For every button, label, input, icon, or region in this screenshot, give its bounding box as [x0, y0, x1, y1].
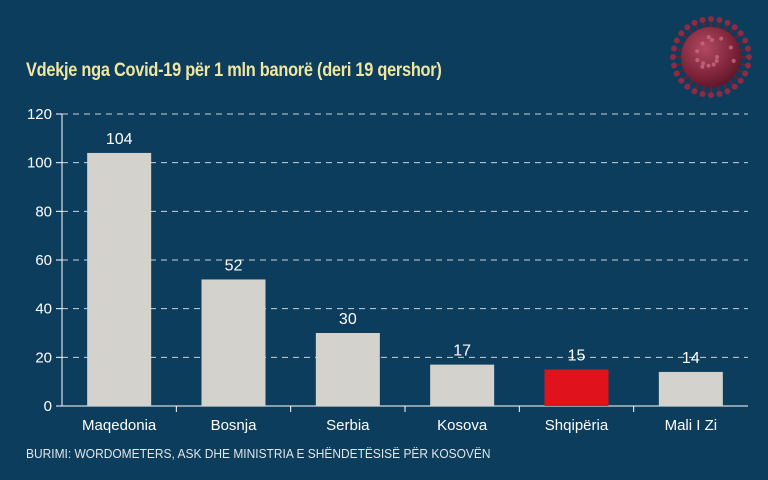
bar-kosova [430, 364, 495, 406]
coronavirus-icon [670, 16, 752, 98]
y-tick-label: 20 [35, 349, 52, 366]
value-label: 52 [225, 257, 243, 274]
chart-title: Vdekje nga Covid-19 për 1 mln banorë (de… [26, 60, 442, 81]
y-tick-label: 100 [27, 155, 52, 172]
value-label: 104 [106, 131, 133, 148]
grid-lines [62, 113, 748, 358]
bar-serbia [315, 333, 380, 406]
y-axis-ticks: 0 20 40 60 80 100 120 [27, 106, 62, 415]
y-tick-label: 0 [44, 398, 52, 415]
value-labels: 104 52 30 17 15 14 [106, 131, 700, 367]
y-tick-label: 40 [35, 301, 52, 318]
value-label: 14 [682, 350, 700, 367]
bar-mali-i-zi [658, 371, 723, 406]
value-label: 15 [568, 348, 586, 365]
value-label: 30 [339, 311, 357, 328]
category-labels: Maqedonia Bosnja Serbia Kosova Shqipëria Mali… [82, 417, 717, 434]
category-label: Serbia [326, 417, 370, 434]
bar-bosnja [201, 279, 266, 406]
category-label: Bosnja [211, 417, 258, 434]
category-label: Shqipëria [545, 417, 609, 434]
y-tick-label: 120 [27, 106, 52, 123]
y-tick-label: 80 [35, 203, 52, 220]
category-label: Maqedonia [82, 417, 157, 434]
bars [87, 152, 723, 406]
source-note: BURIMI: WORDOMETERS, ASK DHE MINISTRIA E… [26, 446, 491, 461]
value-label: 17 [453, 343, 471, 360]
category-label: Mali I Zi [665, 417, 718, 434]
axes [61, 114, 748, 412]
y-tick-label: 60 [35, 252, 52, 269]
bar-shqipëria [544, 369, 609, 406]
bar-maqedonia [87, 152, 152, 406]
category-label: Kosova [437, 417, 488, 434]
